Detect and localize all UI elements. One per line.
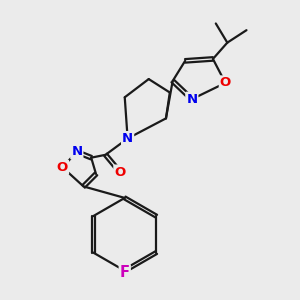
- Text: O: O: [114, 166, 126, 178]
- Text: F: F: [120, 265, 130, 280]
- Text: O: O: [220, 76, 231, 89]
- Text: N: N: [71, 146, 82, 158]
- Text: N: N: [122, 132, 133, 145]
- Text: O: O: [57, 161, 68, 174]
- Text: N: N: [186, 93, 197, 106]
